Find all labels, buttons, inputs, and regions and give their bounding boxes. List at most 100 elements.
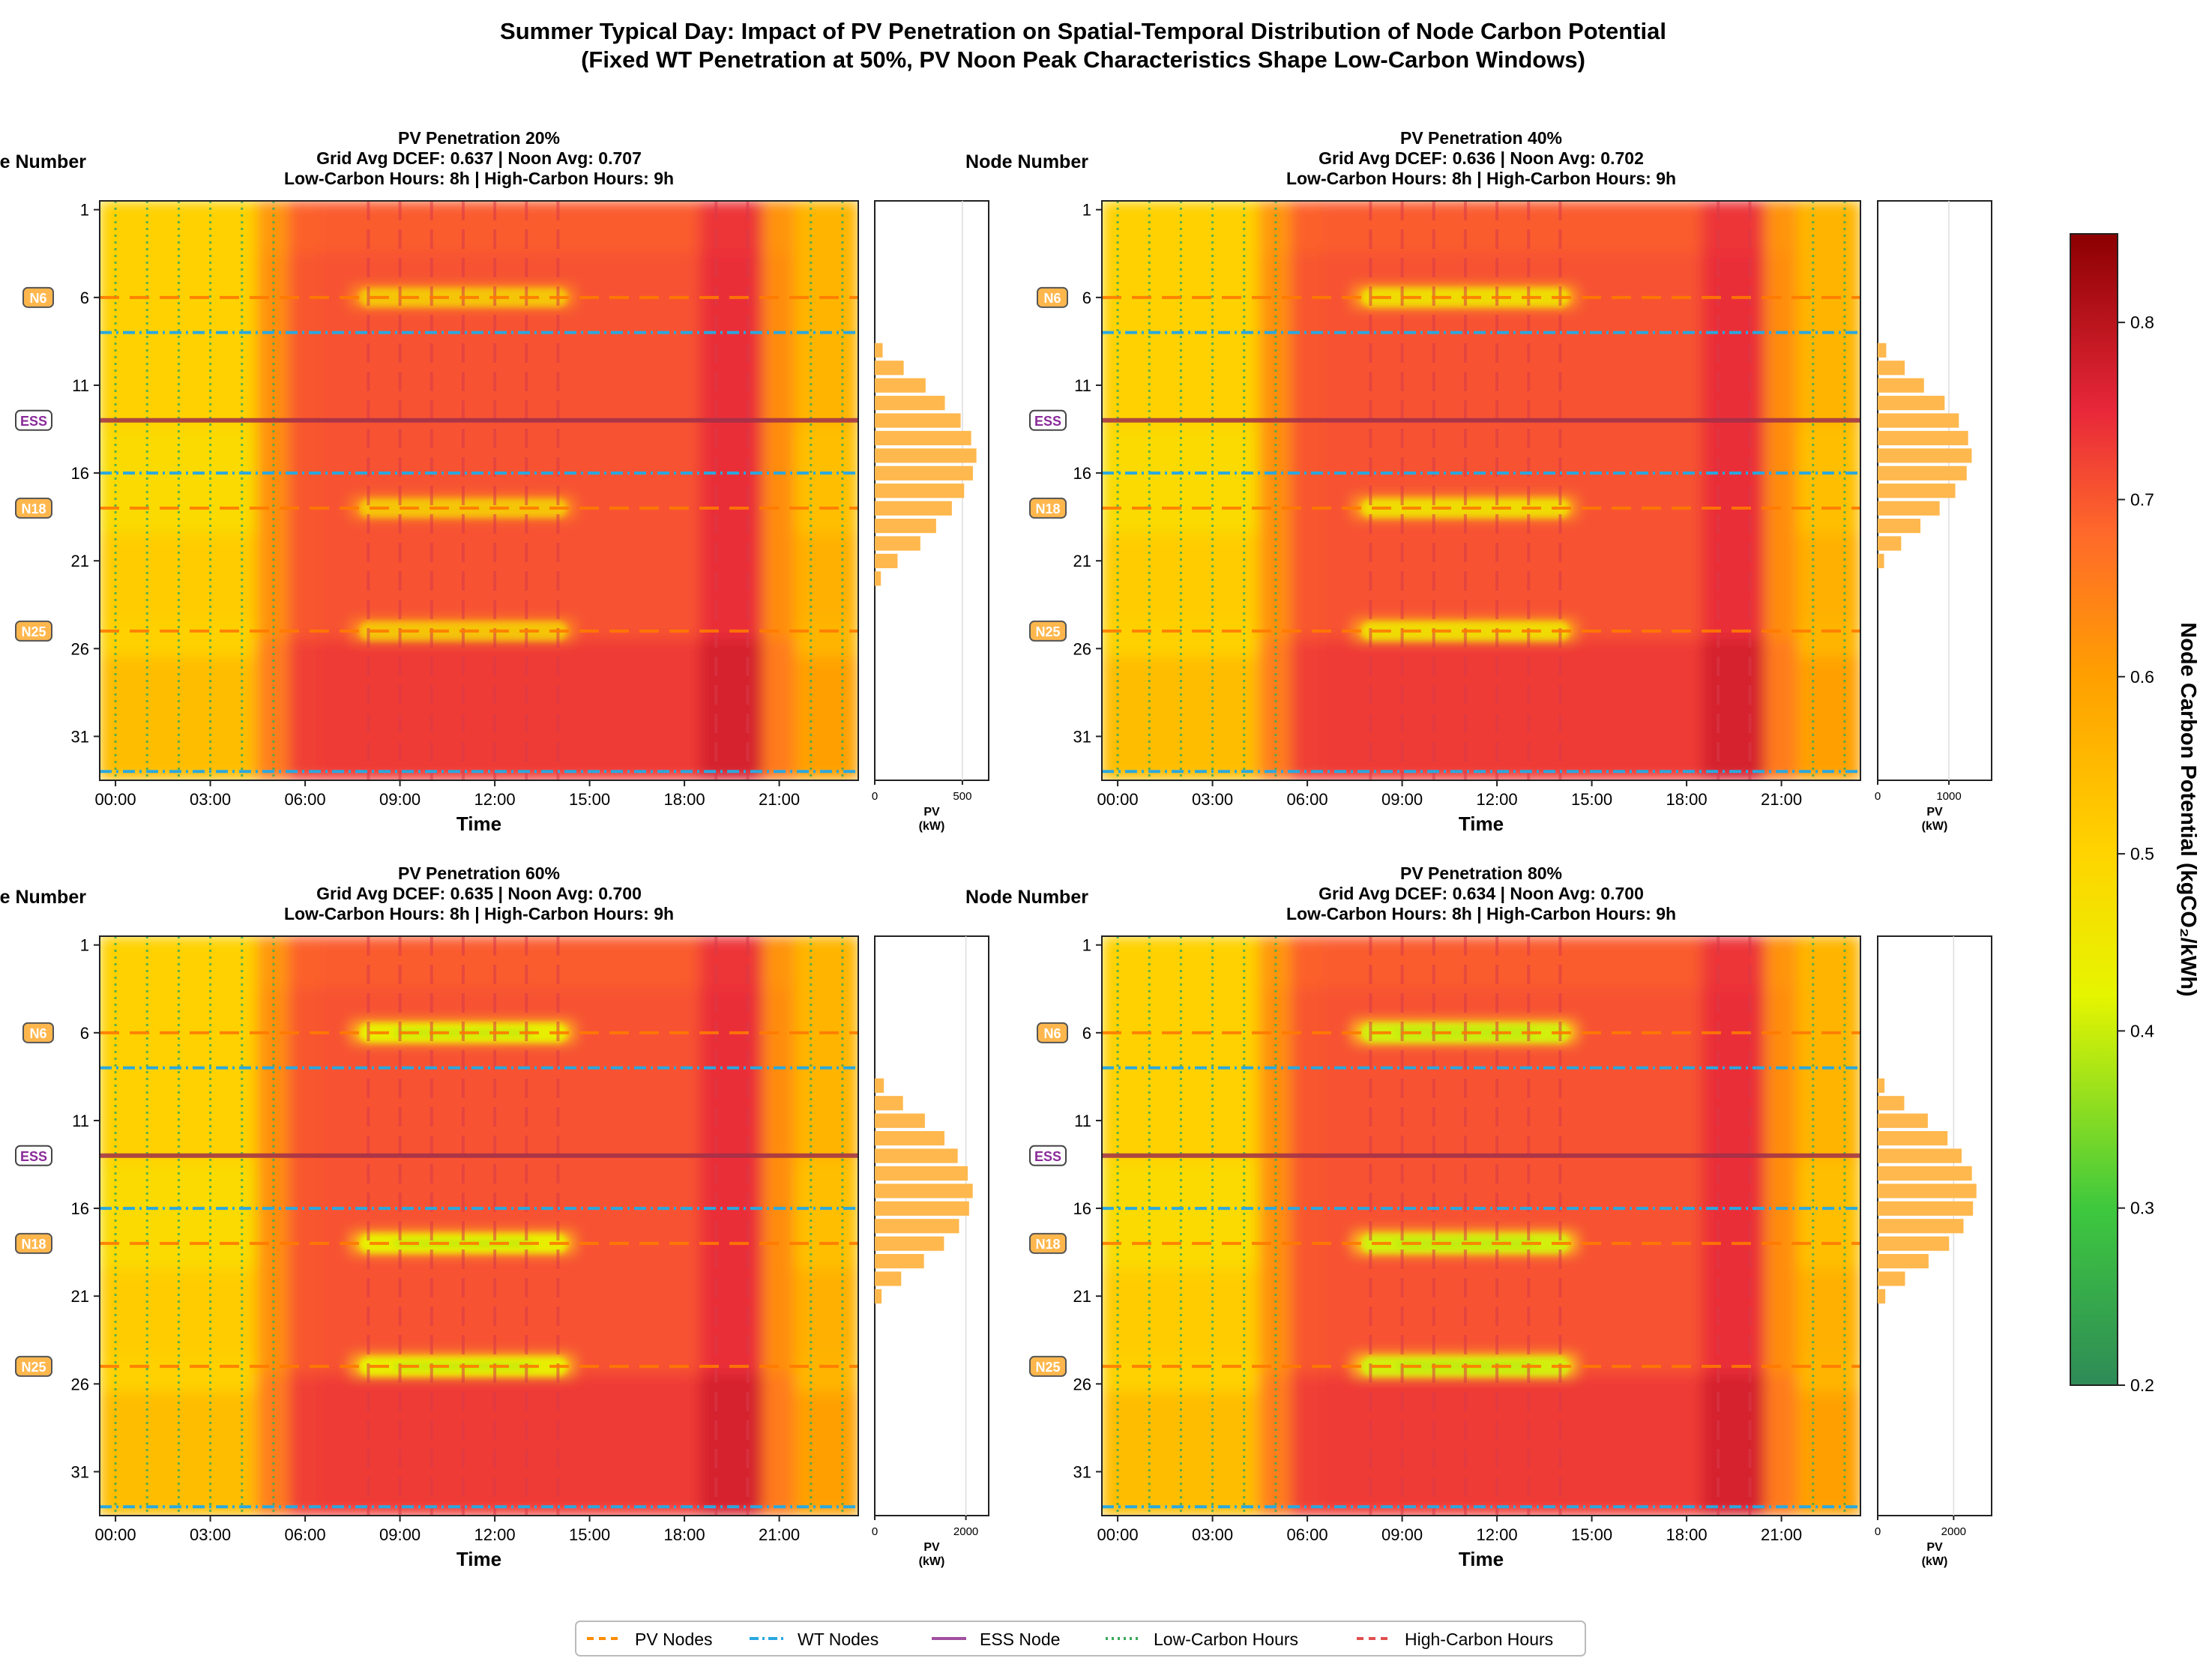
heatmap-cell xyxy=(1670,726,1704,747)
heatmap-cell xyxy=(256,1216,290,1236)
heatmap-cell xyxy=(762,340,796,360)
heatmap-cell xyxy=(1133,1321,1166,1341)
heatmap-cell xyxy=(573,568,606,588)
heatmap-cell xyxy=(289,1374,322,1394)
heatmap-cell xyxy=(1102,1303,1135,1324)
heatmap-cell xyxy=(1133,1462,1166,1482)
heatmap-cell xyxy=(636,1163,669,1183)
heatmap-cell xyxy=(1670,516,1704,536)
heatmap-cell xyxy=(1102,1128,1135,1148)
heatmap-cell xyxy=(636,201,669,220)
heatmap-cell xyxy=(193,1444,227,1464)
heatmap-cell xyxy=(1765,551,1798,570)
heatmap-cell xyxy=(1827,1462,1860,1482)
heatmap-cell xyxy=(668,988,702,1007)
pv-bar xyxy=(875,518,936,534)
heatmap-cell xyxy=(1796,709,1830,729)
pv-bar xyxy=(1878,1096,1905,1111)
legend-label: Low-Carbon Hours xyxy=(1154,1630,1298,1649)
heatmap-cell xyxy=(225,1216,259,1236)
heatmap-cell xyxy=(762,534,796,553)
panel-title: PV Penetration 80% xyxy=(1400,863,1562,883)
heatmap-cell xyxy=(604,393,638,413)
heatmap-cell xyxy=(1164,1444,1198,1464)
colorbar-tick-label: 0.5 xyxy=(2130,844,2154,863)
panel-1: PV Penetration 20%Grid Avg DCEF: 0.637 |… xyxy=(0,128,989,835)
heatmap-cells xyxy=(1102,201,1860,780)
heatmap-cell xyxy=(636,1040,669,1060)
heatmap-cell xyxy=(320,988,354,1007)
node-tag-n18: N18 xyxy=(15,1232,52,1254)
x-tick-label: 12:00 xyxy=(474,1525,516,1544)
heatmap-cell xyxy=(1796,1409,1830,1429)
node-tag-n6: N6 xyxy=(1037,1022,1068,1043)
heatmap-cell xyxy=(225,1303,259,1324)
heatmap-cell xyxy=(1164,235,1198,255)
heatmap-cell xyxy=(1670,709,1704,729)
heatmap-cell xyxy=(1259,551,1292,570)
y-tick-label: 16 xyxy=(71,464,89,483)
heatmap-cell xyxy=(1102,744,1135,764)
heatmap-cell xyxy=(1606,1286,1640,1306)
heatmap-cell xyxy=(1575,1128,1609,1148)
node-tag-label: ESS xyxy=(1034,414,1061,429)
heatmap-cell xyxy=(100,1269,133,1288)
heatmap-cell xyxy=(1196,1374,1229,1394)
heatmap-cell xyxy=(1606,1374,1640,1394)
heatmap-cell xyxy=(1102,1462,1135,1482)
heatmap-cell xyxy=(794,1444,828,1464)
heatmap-cell xyxy=(130,1093,164,1113)
heatmap-cell xyxy=(1765,270,1798,290)
heatmap-cell xyxy=(1765,1040,1798,1060)
heatmap-cell xyxy=(320,376,354,395)
heatmap-cell xyxy=(1670,1111,1704,1130)
heatmap-cell xyxy=(1291,551,1325,570)
heatmap-cell xyxy=(320,1286,354,1306)
heatmap-cell xyxy=(1291,988,1325,1007)
heatmap-cell xyxy=(794,217,828,237)
heatmap-cell xyxy=(1196,270,1229,290)
heatmap-cell xyxy=(1133,744,1166,764)
heatmap-cell xyxy=(1765,480,1798,501)
heatmap-cell xyxy=(1638,428,1672,447)
heatmap-field xyxy=(100,201,858,780)
heatmap-cell xyxy=(1638,340,1672,360)
heatmap-cell xyxy=(1259,358,1292,378)
heatmap-cell xyxy=(1102,586,1135,606)
heatmap-cell xyxy=(1196,1409,1229,1429)
heatmap-cell xyxy=(668,1040,702,1060)
heatmap-cell xyxy=(1575,586,1609,606)
heatmap-cell xyxy=(636,480,669,501)
heatmap-cell xyxy=(289,376,322,395)
heatmap-cell xyxy=(225,1181,259,1201)
heatmap-cell xyxy=(762,674,796,693)
heatmap-cell xyxy=(1322,534,1356,553)
heatmap-cell xyxy=(1164,970,1198,990)
y-tick-label: 26 xyxy=(1073,639,1091,658)
pv-axis-label: PV xyxy=(1926,806,1943,819)
heatmap-cell xyxy=(100,480,133,501)
pv-bar xyxy=(1878,1201,1974,1216)
heatmap-cell xyxy=(825,744,858,764)
heatmap-cell xyxy=(1322,744,1356,764)
heatmap-cell xyxy=(825,1005,858,1025)
heatmap-cell xyxy=(668,393,702,413)
heatmap-cell xyxy=(1196,1216,1229,1236)
heatmap-cell xyxy=(1227,953,1261,972)
heatmap-cell xyxy=(1196,953,1229,972)
overlay-lines xyxy=(100,201,858,780)
heatmap-cell xyxy=(1796,1462,1830,1482)
heatmap-cell xyxy=(604,586,638,606)
heatmap-cell xyxy=(668,480,702,501)
heatmap-cell xyxy=(1670,1462,1704,1482)
heatmap-cell xyxy=(1765,691,1798,711)
heatmap-cell xyxy=(256,586,290,606)
heatmap-cell xyxy=(1827,744,1860,764)
heatmap-cell xyxy=(1638,1216,1672,1236)
heatmap-cell xyxy=(225,1269,259,1288)
x-tick-label: 06:00 xyxy=(1287,790,1328,809)
heatmap-cell xyxy=(256,709,290,729)
heatmap-cell xyxy=(1164,1128,1198,1148)
heatmap-cell xyxy=(825,1480,858,1499)
heatmap-cell xyxy=(794,235,828,255)
